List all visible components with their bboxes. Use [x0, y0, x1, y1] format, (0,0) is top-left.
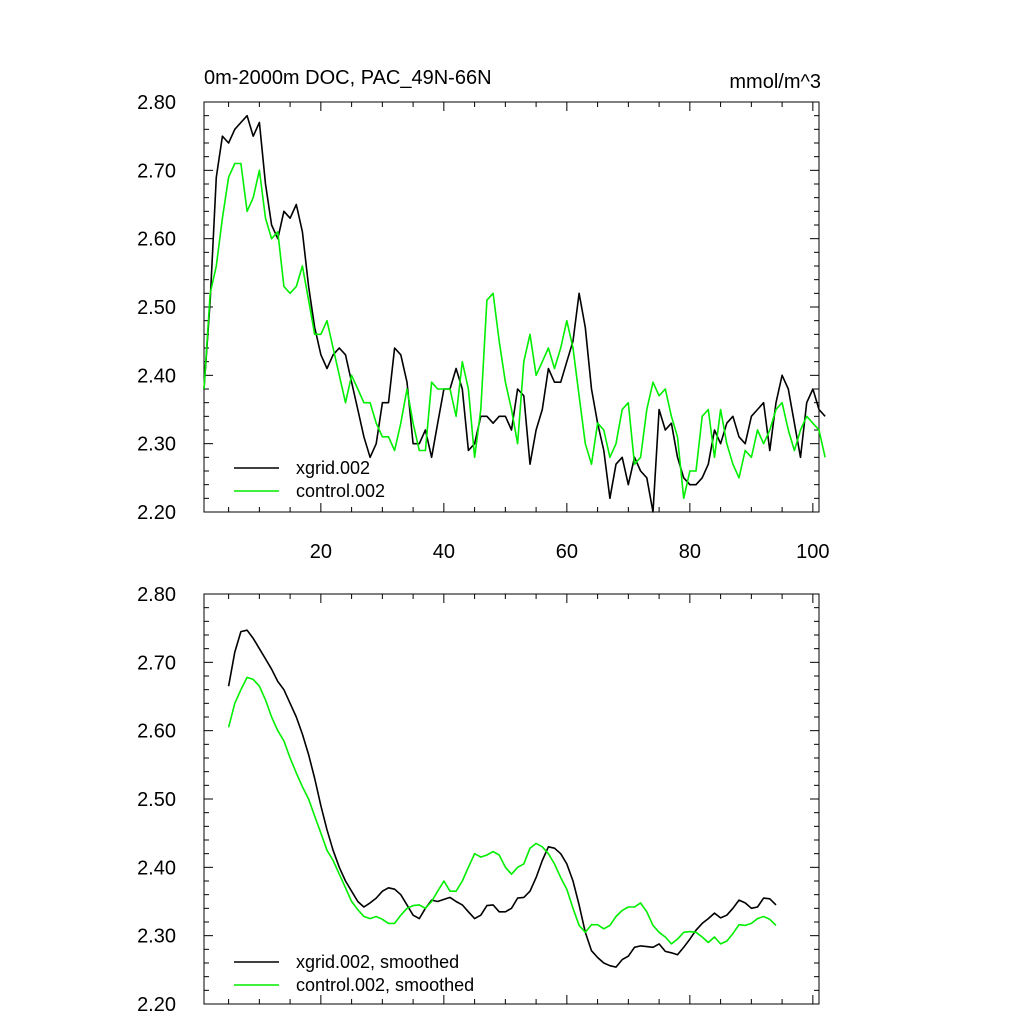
- series-line-xgrid: [203, 114, 826, 513]
- y-tick-label: 2.20: [137, 994, 176, 1016]
- series-line-control: [227, 676, 777, 945]
- legend-label-xgrid: xgrid.002: [296, 458, 370, 478]
- units-label: mmol/m^3: [729, 71, 821, 93]
- y-tick-label: 2.30: [137, 434, 176, 456]
- series-lines: [227, 629, 777, 968]
- y-axis-labels: 2.20 2.30 2.40 2.50 2.60 2.70 2.80: [137, 92, 176, 524]
- y-tick-label: 2.80: [137, 584, 176, 606]
- y-tick-label: 2.50: [137, 297, 176, 319]
- legend-label-xgrid: xgrid.002, smoothed: [296, 952, 459, 972]
- y-tick-label: 2.70: [137, 652, 176, 674]
- x-tick-label: 40: [433, 541, 455, 563]
- y-tick-label: 2.20: [137, 502, 176, 524]
- legend-label-control: control.002, smoothed: [296, 975, 474, 995]
- y-tick-label: 2.70: [137, 160, 176, 182]
- x-tick-label: 60: [556, 541, 578, 563]
- y-tick-label: 2.40: [137, 365, 176, 387]
- legend: xgrid.002, smoothed control.002, smoothe…: [234, 952, 474, 995]
- top-panel: 0m-2000m DOC, PAC_49N-66N mmol/m^3 2.20 …: [137, 67, 829, 563]
- y-tick-label: 2.40: [137, 857, 176, 879]
- x-tick-label: 100: [796, 541, 829, 563]
- axis-ticks: [204, 101, 819, 513]
- y-tick-label: 2.60: [137, 721, 176, 743]
- series-line-xgrid: [227, 629, 777, 968]
- y-tick-label: 2.30: [137, 926, 176, 948]
- chart-title: 0m-2000m DOC, PAC_49N-66N: [204, 67, 492, 89]
- y-tick-label: 2.50: [137, 789, 176, 811]
- bottom-panel: 2.20 2.30 2.40 2.50 2.60 2.70 2.80 xgrid…: [137, 584, 820, 1016]
- x-tick-label: 80: [679, 541, 701, 563]
- axis-ticks: [204, 593, 819, 1005]
- y-tick-label: 2.60: [137, 229, 176, 251]
- x-axis-labels: 20 40 60 80 100: [310, 541, 830, 563]
- y-tick-label: 2.80: [137, 92, 176, 114]
- legend-label-control: control.002: [296, 481, 385, 501]
- series-lines: [203, 114, 826, 513]
- legend: xgrid.002 control.002: [234, 458, 385, 501]
- x-tick-label: 20: [310, 541, 332, 563]
- series-line-control: [203, 162, 826, 500]
- y-axis-labels: 2.20 2.30 2.40 2.50 2.60 2.70 2.80: [137, 584, 176, 1016]
